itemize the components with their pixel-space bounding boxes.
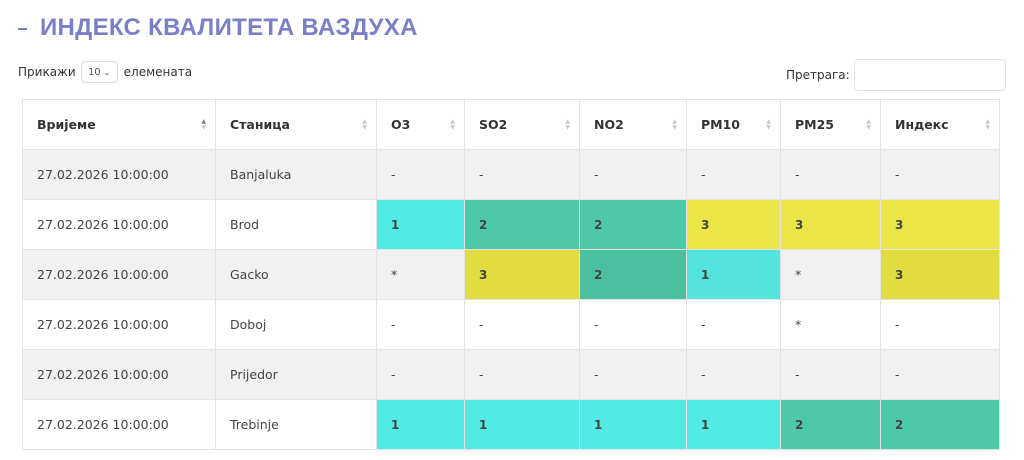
column-header-label: SO2 — [479, 117, 508, 132]
cell-index: 3 — [880, 199, 1000, 250]
length-label-before: Прикажи — [18, 65, 76, 79]
search-control: Претрага: — [786, 59, 1006, 91]
cell-so2: - — [464, 349, 580, 400]
cell-time: 27.02.2026 10:00:00 — [22, 249, 216, 300]
page-title: ИНДЕКС КВАЛИТЕТА ВАЗДУХА — [18, 14, 418, 42]
column-header-pm10[interactable]: PM10 ▲ ▼ — [686, 99, 781, 150]
cell-o3: - — [376, 349, 465, 400]
cell-time: 27.02.2026 10:00:00 — [22, 149, 216, 200]
title-dash — [18, 28, 27, 30]
cell-index: - — [880, 349, 1000, 400]
cell-pm25: - — [780, 149, 881, 200]
column-header-index[interactable]: Индекс ▲ ▼ — [880, 99, 1000, 150]
sort-icon: ▲ ▼ — [985, 117, 990, 131]
cell-pm25: - — [780, 349, 881, 400]
column-header-pm25[interactable]: PM25 ▲ ▼ — [780, 99, 881, 150]
cell-o3: 1 — [376, 399, 465, 450]
column-header-label: PM25 — [795, 117, 834, 132]
sort-icon: ▲ ▼ — [565, 117, 570, 131]
cell-station: Brod — [215, 199, 377, 250]
cell-pm10: - — [686, 349, 781, 400]
column-header-label: Станица — [230, 117, 290, 132]
cell-so2: 1 — [464, 399, 580, 450]
cell-station: Doboj — [215, 299, 377, 350]
page-length-value: 10 — [87, 66, 101, 78]
cell-no2: - — [579, 299, 687, 350]
page-title-text: ИНДЕКС КВАЛИТЕТА ВАЗДУХА — [40, 14, 418, 41]
column-header-time[interactable]: Вријеме ▲ ▼ — [22, 99, 216, 150]
length-label-after: елемената — [123, 65, 193, 79]
cell-no2: 2 — [579, 199, 687, 250]
cell-so2: 2 — [464, 199, 580, 250]
column-header-station[interactable]: Станица ▲ ▼ — [215, 99, 377, 150]
cell-so2: 3 — [464, 249, 580, 300]
cell-no2: 2 — [579, 249, 687, 300]
sort-icon: ▲ ▼ — [672, 117, 677, 131]
cell-o3: * — [376, 249, 465, 300]
cell-station: Gacko — [215, 249, 377, 300]
sort-icon: ▲ ▼ — [450, 117, 455, 131]
cell-time: 27.02.2026 10:00:00 — [22, 399, 216, 450]
air-quality-table: Вријеме ▲ ▼ Станица ▲ ▼ O3 ▲ ▼ SO2 ▲ ▼ NO2 ▲… — [22, 99, 1000, 450]
cell-pm10: - — [686, 299, 781, 350]
cell-pm25: 2 — [780, 399, 881, 450]
cell-so2: - — [464, 299, 580, 350]
table-row: 27.02.2026 10:00:00 Prijedor - - - - - - — [22, 349, 1000, 400]
search-label: Претрага: — [786, 68, 850, 82]
cell-index: 2 — [880, 399, 1000, 450]
cell-index: - — [880, 149, 1000, 200]
cell-o3: - — [376, 299, 465, 350]
cell-time: 27.02.2026 10:00:00 — [22, 199, 216, 250]
cell-pm25: 3 — [780, 199, 881, 250]
cell-pm25: * — [780, 249, 881, 300]
cell-o3: - — [376, 149, 465, 200]
cell-no2: - — [579, 349, 687, 400]
cell-pm10: 1 — [686, 399, 781, 450]
cell-pm25: * — [780, 299, 881, 350]
cell-time: 27.02.2026 10:00:00 — [22, 299, 216, 350]
column-header-label: Вријеме — [37, 117, 96, 132]
column-header-so2[interactable]: SO2 ▲ ▼ — [464, 99, 580, 150]
column-header-label: NO2 — [594, 117, 624, 132]
sort-icon: ▲ ▼ — [766, 117, 771, 131]
cell-station: Trebinje — [215, 399, 377, 450]
cell-pm10: - — [686, 149, 781, 200]
table-row: 27.02.2026 10:00:00 Trebinje 1 1 1 1 2 2 — [22, 399, 1000, 450]
cell-index: - — [880, 299, 1000, 350]
column-header-no2[interactable]: NO2 ▲ ▼ — [579, 99, 687, 150]
column-header-label: PM10 — [701, 117, 740, 132]
sort-icon: ▲ ▼ — [866, 117, 871, 131]
cell-no2: 1 — [579, 399, 687, 450]
table-row: 27.02.2026 10:00:00 Doboj - - - - * - — [22, 299, 1000, 350]
cell-o3: 1 — [376, 199, 465, 250]
column-header-o3[interactable]: O3 ▲ ▼ — [376, 99, 465, 150]
sort-asc-icon: ▲ ▼ — [201, 117, 206, 131]
table-row: 27.02.2026 10:00:00 Gacko * 3 2 1 * 3 — [22, 249, 1000, 300]
page-length-control: Прикажи 10 ⌄ елемената — [18, 61, 192, 83]
cell-station: Prijedor — [215, 349, 377, 400]
chevron-down-icon: ⌄ — [103, 67, 111, 77]
search-input[interactable] — [853, 59, 1006, 91]
page-length-select[interactable]: 10 ⌄ — [80, 61, 118, 83]
table-row: 27.02.2026 10:00:00 Brod 1 2 2 3 3 3 — [22, 199, 1000, 250]
cell-index: 3 — [880, 249, 1000, 300]
cell-station: Banjaluka — [215, 149, 377, 200]
cell-so2: - — [464, 149, 580, 200]
table-row: 27.02.2026 10:00:00 Banjaluka - - - - - … — [22, 149, 1000, 200]
sort-icon: ▲ ▼ — [362, 117, 367, 131]
cell-pm10: 3 — [686, 199, 781, 250]
table-header-row: Вријеме ▲ ▼ Станица ▲ ▼ O3 ▲ ▼ SO2 ▲ ▼ NO2 ▲… — [22, 99, 1000, 150]
cell-time: 27.02.2026 10:00:00 — [22, 349, 216, 400]
column-header-label: Индекс — [895, 117, 949, 132]
cell-no2: - — [579, 149, 687, 200]
column-header-label: O3 — [391, 117, 411, 132]
cell-pm10: 1 — [686, 249, 781, 300]
